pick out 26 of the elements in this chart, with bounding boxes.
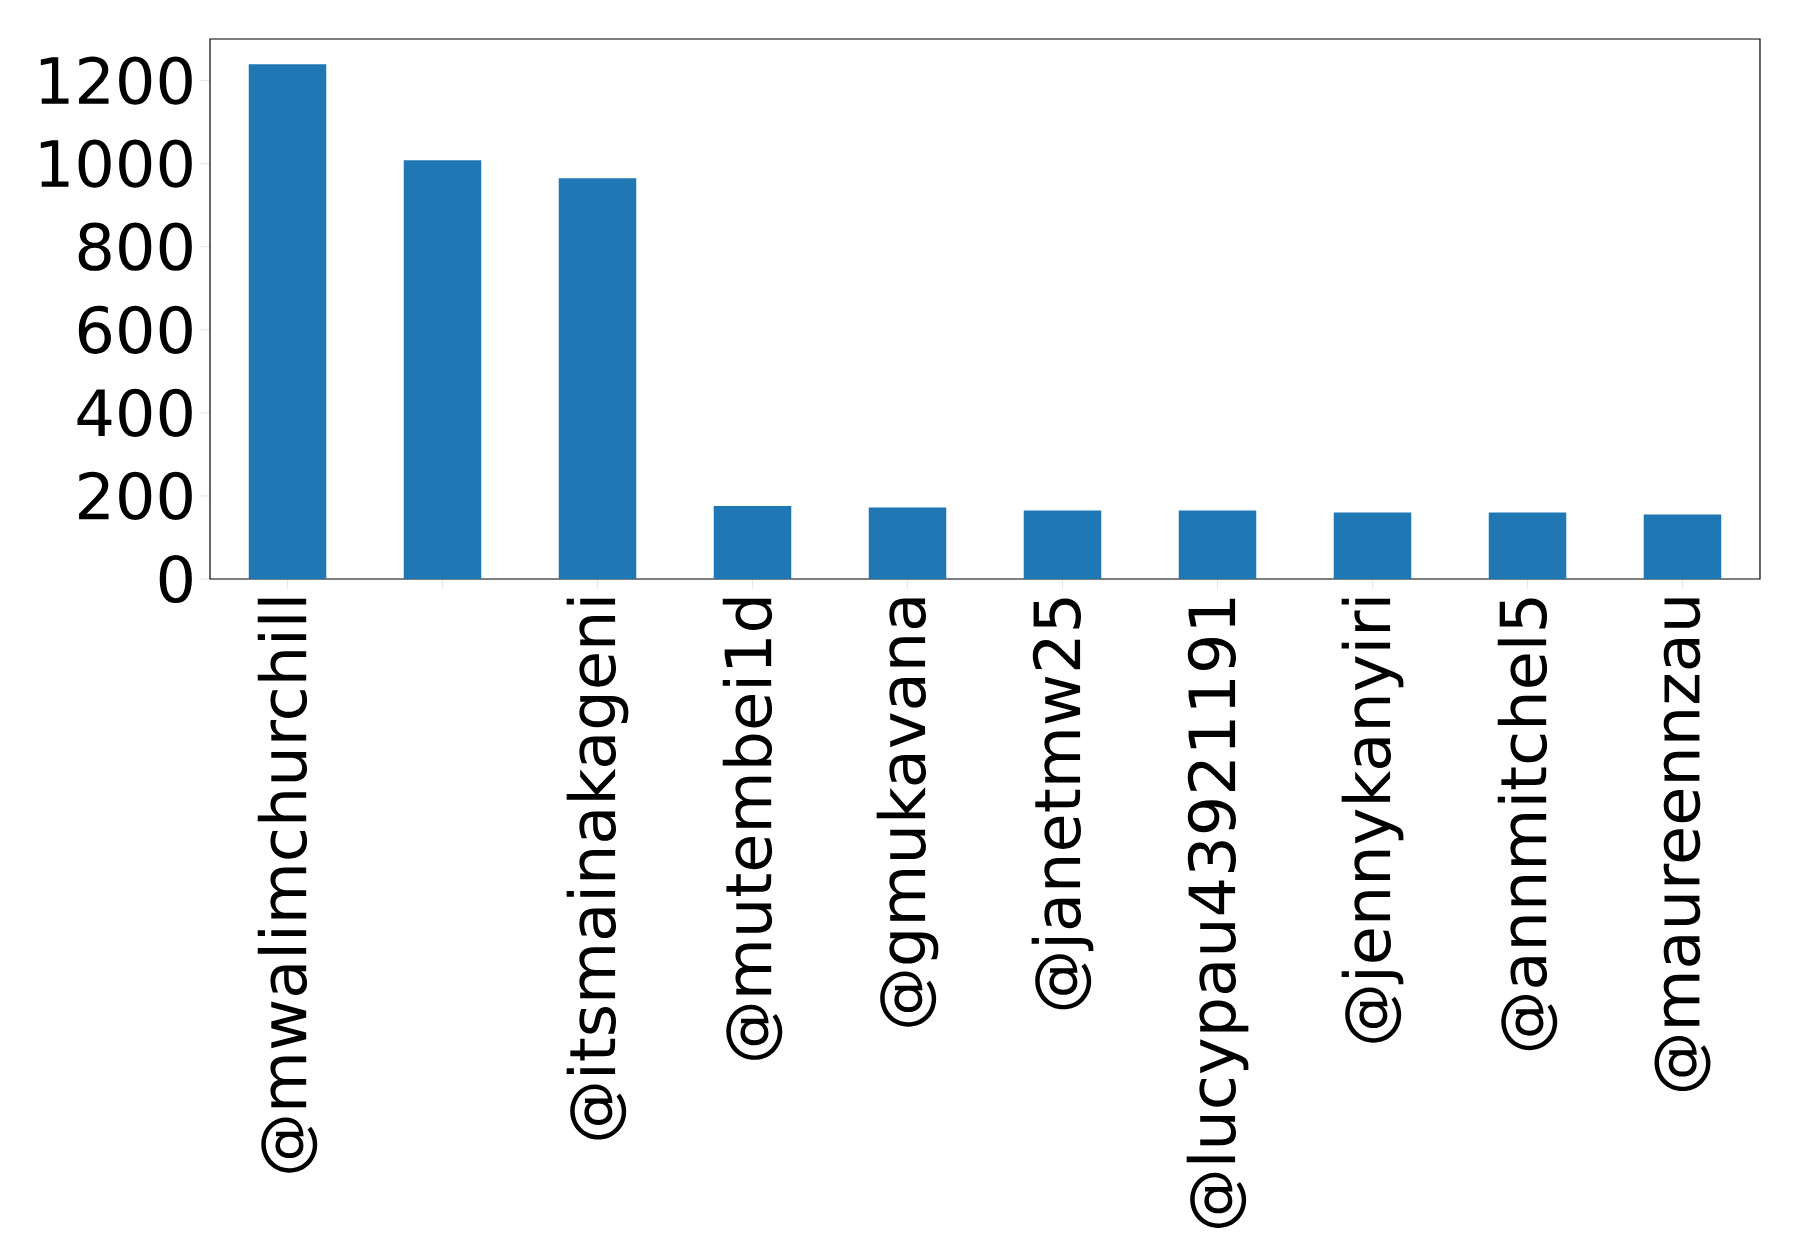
bar <box>1488 512 1567 579</box>
bar <box>1023 510 1102 579</box>
y-tick-label: 1200 <box>40 56 192 105</box>
x-tick-label: @itsmainakageni <box>566 598 629 1140</box>
bar <box>1643 514 1722 579</box>
bar <box>248 64 327 579</box>
y-tick-label: 800 <box>78 222 192 271</box>
bar <box>868 507 947 579</box>
x-tick-label: @mutembei1d <box>722 598 783 1060</box>
x-tick-label: @annmitchel5 <box>1497 598 1558 1051</box>
y-tick-label: 0 <box>159 554 192 604</box>
y-tick-label: 400 <box>77 388 192 437</box>
bar <box>713 505 792 579</box>
bar <box>1333 512 1412 579</box>
y-tick-label: 1000 <box>40 139 192 188</box>
x-tick-label: @jennykanyiri <box>1341 598 1404 1043</box>
bar <box>1178 510 1257 579</box>
x-tick-label: @maureennzau <box>1654 598 1711 1092</box>
y-tick-label: 600 <box>78 305 192 354</box>
x-tick-label: @lucypau43921191 <box>1186 598 1249 1228</box>
x-tick-label: @gmukavana <box>876 598 939 1027</box>
bar <box>403 160 482 579</box>
bar <box>558 178 637 579</box>
x-tick-label: @mwalimchurchill <box>257 598 318 1173</box>
y-tick-label: 200 <box>79 471 192 521</box>
x-tick-label: @janetmw25 <box>1031 598 1094 1010</box>
